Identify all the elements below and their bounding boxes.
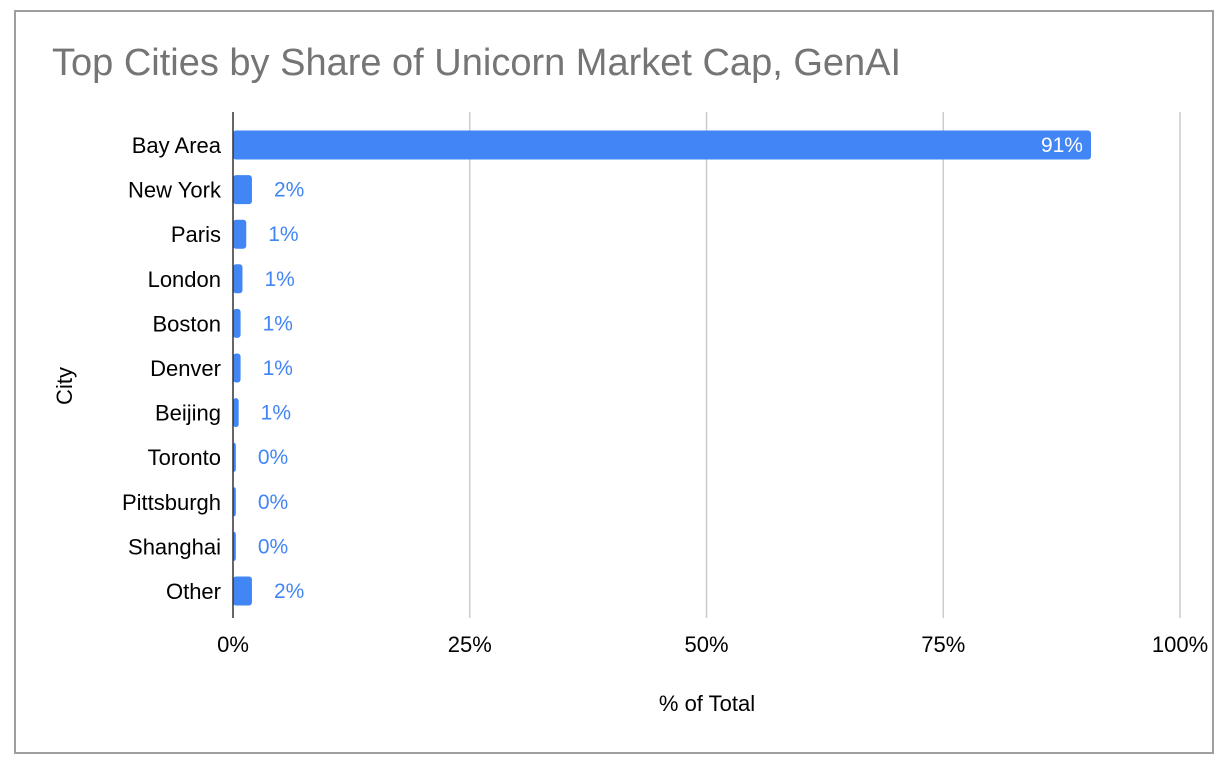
- y-tick-label-other: Other: [166, 579, 221, 604]
- y-axis-title: City: [52, 367, 77, 405]
- x-tick-labels: 0% 25% 50% 75% 100%: [217, 632, 1208, 657]
- bar-bay-area: [233, 130, 1091, 160]
- x-tick-label-25: 25%: [448, 632, 492, 657]
- chart-title: Top Cities by Share of Unicorn Market Ca…: [52, 42, 902, 84]
- data-labels: 91% 2% 1% 1% 1% 1% 1% 0% 0% 0% 2%: [258, 134, 1083, 603]
- data-label-boston: 1%: [263, 312, 293, 335]
- bar-new-york: [233, 175, 252, 205]
- y-tick-labels: Bay Area New York Paris London Boston Denver B…: [122, 133, 222, 604]
- data-label-denver: 1%: [263, 357, 293, 380]
- y-tick-label-toronto: Toronto: [148, 445, 221, 470]
- data-label-paris: 1%: [268, 223, 298, 246]
- data-label-london: 1%: [264, 268, 294, 291]
- bars: [233, 130, 1091, 606]
- data-label-bay-area: 91%: [1041, 134, 1083, 157]
- y-tick-label-london: London: [148, 267, 221, 292]
- y-tick-label-denver: Denver: [150, 356, 221, 381]
- data-label-new-york: 2%: [274, 179, 304, 202]
- data-label-pittsburgh: 0%: [258, 491, 288, 514]
- bar-london: [233, 264, 243, 294]
- y-tick-label-boston: Boston: [153, 311, 222, 336]
- bar-paris: [233, 219, 247, 249]
- bar-denver: [233, 353, 241, 383]
- bar-beijing: [233, 398, 239, 428]
- x-tick-label-100: 100%: [1152, 632, 1208, 657]
- data-label-beijing: 1%: [261, 402, 291, 425]
- y-tick-label-pittsburgh: Pittsburgh: [122, 490, 221, 515]
- data-label-toronto: 0%: [258, 446, 288, 469]
- y-tick-label-shanghai: Shanghai: [128, 534, 221, 559]
- bar-other: [233, 576, 252, 606]
- x-tick-label-50: 50%: [684, 632, 728, 657]
- y-tick-label-beijing: Beijing: [155, 401, 221, 426]
- bar-boston: [233, 308, 241, 338]
- data-label-shanghai: 0%: [258, 535, 288, 558]
- x-axis-title: % of Total: [659, 691, 755, 716]
- gridlines: [469, 112, 1181, 618]
- y-tick-label-bay-area: Bay Area: [132, 133, 222, 158]
- y-tick-label-new-york: New York: [128, 178, 222, 203]
- y-tick-label-paris: Paris: [171, 222, 221, 247]
- x-tick-label-75: 75%: [921, 632, 965, 657]
- x-tick-label-0: 0%: [217, 632, 249, 657]
- data-label-other: 2%: [274, 580, 304, 603]
